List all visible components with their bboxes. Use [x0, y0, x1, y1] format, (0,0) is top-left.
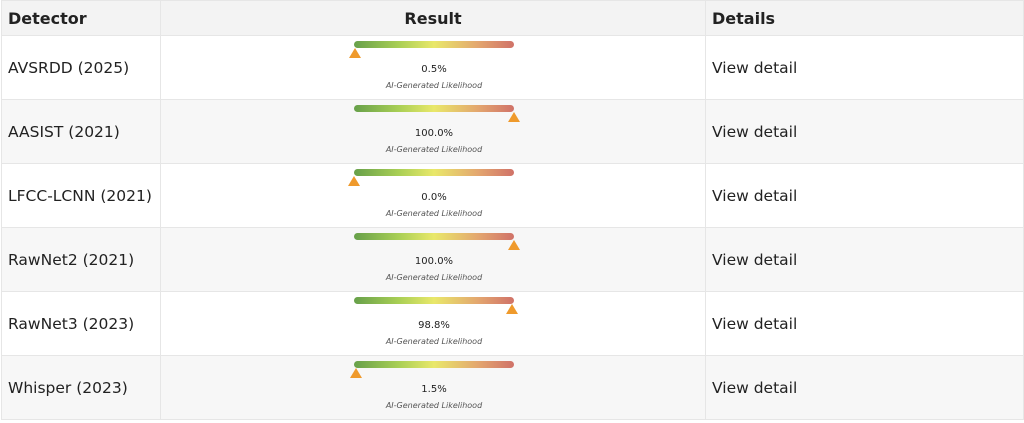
likelihood-marker-icon: [348, 48, 361, 58]
detector-name: LFCC-LCNN (2021): [1, 163, 161, 228]
view-detail-link[interactable]: View detail: [712, 250, 798, 269]
table-row: AASIST (2021) 100.0% AI-Generated Likeli…: [1, 99, 1024, 164]
likelihood-value: 1.5%: [421, 384, 447, 395]
header-details: Details: [705, 0, 1024, 36]
likelihood-marker-icon: [506, 304, 519, 314]
table-row: LFCC-LCNN (2021) 0.0% AI-Generated Likel…: [1, 163, 1024, 228]
view-detail-link[interactable]: View detail: [712, 314, 798, 333]
likelihood-meter: [354, 41, 514, 48]
result-cell: 100.0% AI-Generated Likelihood: [160, 227, 706, 292]
likelihood-value: 100.0%: [414, 128, 454, 139]
likelihood-value: 98.8%: [418, 320, 450, 331]
header-row: Detector Result Details: [1, 0, 1024, 36]
result-cell: 1.5% AI-Generated Likelihood: [160, 355, 706, 420]
view-detail-link[interactable]: View detail: [712, 58, 798, 77]
likelihood-caption: AI-Generated Likelihood: [385, 81, 483, 90]
result-cell: 100.0% AI-Generated Likelihood: [160, 99, 706, 164]
likelihood-marker-icon: [508, 112, 520, 122]
likelihood-caption: AI-Generated Likelihood: [385, 401, 483, 410]
details-cell: View detail: [705, 35, 1024, 100]
likelihood-caption: AI-Generated Likelihood: [385, 145, 483, 154]
likelihood-caption: AI-Generated Likelihood: [385, 273, 483, 282]
view-detail-link[interactable]: View detail: [712, 378, 798, 397]
details-cell: View detail: [705, 227, 1024, 292]
likelihood-meter: [354, 297, 514, 304]
detector-name: AASIST (2021): [1, 99, 161, 164]
details-cell: View detail: [705, 99, 1024, 164]
likelihood-marker-icon: [348, 176, 360, 186]
likelihood-marker-icon: [350, 368, 363, 378]
header-detector: Detector: [1, 0, 161, 36]
likelihood-meter: [354, 105, 514, 112]
likelihood-value: 0.0%: [421, 192, 447, 203]
view-detail-link[interactable]: View detail: [712, 186, 798, 205]
likelihood-caption: AI-Generated Likelihood: [385, 337, 483, 346]
likelihood-meter: [354, 233, 514, 240]
likelihood-value: 0.5%: [421, 64, 447, 75]
likelihood-caption: AI-Generated Likelihood: [385, 209, 483, 218]
table-row: RawNet3 (2023) 98.8% AI-Generated Likeli…: [1, 291, 1024, 356]
details-cell: View detail: [705, 355, 1024, 420]
detector-name: Whisper (2023): [1, 355, 161, 420]
result-cell: 0.5% AI-Generated Likelihood: [160, 35, 706, 100]
detector-name: RawNet3 (2023): [1, 291, 161, 356]
table-row: RawNet2 (2021) 100.0% AI-Generated Likel…: [1, 227, 1024, 292]
likelihood-marker-icon: [508, 240, 520, 250]
result-cell: 0.0% AI-Generated Likelihood: [160, 163, 706, 228]
header-result: Result: [160, 0, 706, 36]
details-cell: View detail: [705, 163, 1024, 228]
detector-name: RawNet2 (2021): [1, 227, 161, 292]
detector-name: AVSRDD (2025): [1, 35, 161, 100]
likelihood-meter: [354, 169, 514, 176]
likelihood-meter: [354, 361, 514, 368]
details-cell: View detail: [705, 291, 1024, 356]
view-detail-link[interactable]: View detail: [712, 122, 798, 141]
likelihood-value: 100.0%: [414, 256, 454, 267]
table-row: AVSRDD (2025) 0.5% AI-Generated Likeliho…: [1, 35, 1024, 100]
result-cell: 98.8% AI-Generated Likelihood: [160, 291, 706, 356]
table-row: Whisper (2023) 1.5% AI-Generated Likelih…: [1, 355, 1024, 420]
